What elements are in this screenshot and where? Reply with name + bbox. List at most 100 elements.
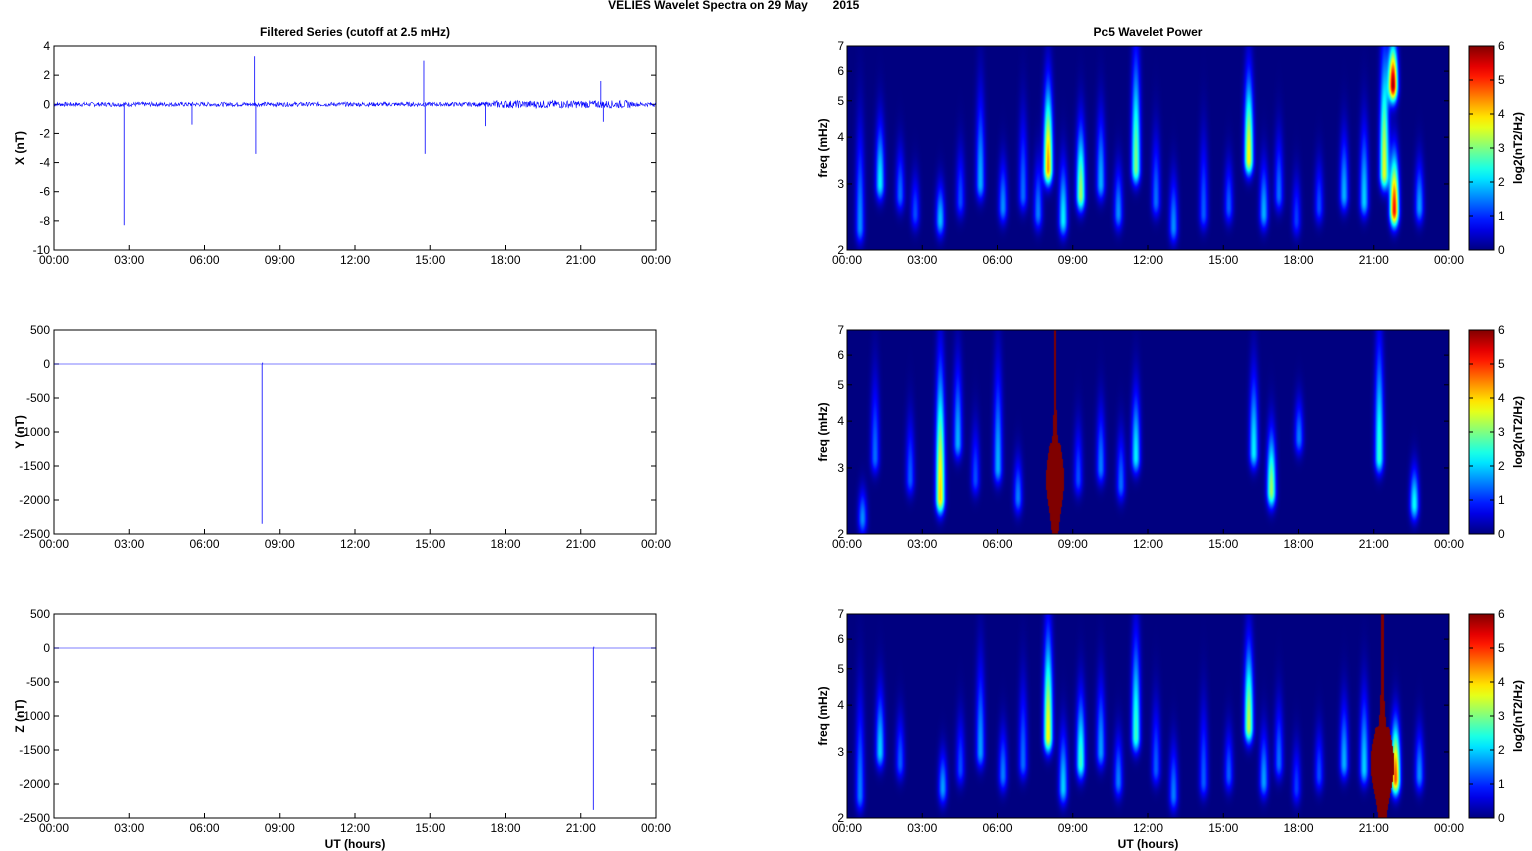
wavelet-power-image [847, 46, 1449, 250]
y-tick-label: -1500 [19, 743, 50, 757]
x-tick-label: 00:00 [832, 821, 862, 835]
x-tick-label: 06:00 [189, 821, 219, 835]
x-tick-label: 03:00 [907, 253, 937, 267]
colorbar-tick-label: 3 [1498, 425, 1505, 439]
x-tick-label: 15:00 [415, 253, 445, 267]
colorbar-tick-label: 4 [1498, 391, 1505, 405]
colorbar-tick-label: 4 [1498, 107, 1505, 121]
colorbar-tick-label: 1 [1498, 777, 1505, 791]
y-tick-label: -500 [26, 675, 50, 689]
y-tick-label: -500 [26, 391, 50, 405]
y-tick-label: 2 [837, 243, 844, 257]
y-axis-label: freq (mHz) [816, 118, 830, 177]
colorbar-label: log2(nT2/Hz) [1511, 112, 1525, 184]
x-tick-label: 03:00 [114, 253, 144, 267]
colorbar-tick-label: 5 [1498, 641, 1505, 655]
colorbar-tick-label: 0 [1498, 811, 1505, 825]
y-tick-label: 2 [837, 527, 844, 541]
x-tick-label: 21:00 [566, 253, 596, 267]
y-tick-label: -2000 [19, 493, 50, 507]
x-tick-label: 18:00 [490, 821, 520, 835]
colorbar-tick-label: 4 [1498, 675, 1505, 689]
colorbar-tick-label: 5 [1498, 357, 1505, 371]
y-tick-label: 4 [43, 39, 50, 53]
wavelet-power-image [847, 614, 1449, 818]
y-tick-label: -2500 [19, 811, 50, 825]
y-tick-label: -6 [39, 185, 50, 199]
x-tick-label: 18:00 [490, 537, 520, 551]
colorbar-tick-label: 2 [1498, 459, 1505, 473]
y-tick-label: 4 [837, 414, 844, 428]
x-tick-label: 12:00 [340, 537, 370, 551]
colorbar [1468, 329, 1495, 535]
y-tick-label: 7 [837, 39, 844, 53]
x-tick-label: 21:00 [566, 537, 596, 551]
x-tick-label: 00:00 [641, 821, 671, 835]
x-component-plot: 420-2-4-6-8-1000:00 03:00 06:00 09:00 12:00 1… [13, 25, 671, 267]
x-tick-label: 00:00 [39, 253, 69, 267]
colorbar-tick-label: 3 [1498, 709, 1505, 723]
y-axis-label: freq (mHz) [816, 686, 830, 745]
y-tick-label: 0 [43, 641, 50, 655]
colorbar-tick-label: 6 [1498, 607, 1505, 621]
x-tick-label: 12:00 [1133, 253, 1163, 267]
x-tick-label: 12:00 [340, 821, 370, 835]
figure-title-left: VELIES Wavelet Spectra on 29 May [608, 0, 808, 12]
x-tick-label: 18:00 [1283, 821, 1313, 835]
y-tick-label: -1000 [19, 709, 50, 723]
colorbar [1468, 45, 1495, 251]
y-tick-label: -10 [33, 243, 51, 257]
x-tick-label: 21:00 [566, 821, 596, 835]
y-tick-label: 0 [43, 357, 50, 371]
x-tick-label: 09:00 [1058, 537, 1088, 551]
x-tick-label: 15:00 [1208, 821, 1238, 835]
y-tick-label: 7 [837, 607, 844, 621]
y-tick-label: 3 [837, 745, 844, 759]
x-tick-label: 00:00 [1434, 821, 1464, 835]
colorbar-tick-label: 1 [1498, 493, 1505, 507]
y-tick-label: 5 [837, 94, 844, 108]
x-tick-label: 03:00 [114, 537, 144, 551]
y-axis-label: freq (mHz) [816, 402, 830, 461]
panel-title: Filtered Series (cutoff at 2.5 mHz) [260, 25, 450, 39]
y-tick-label: 6 [837, 64, 844, 78]
x-tick-label: 12:00 [340, 253, 370, 267]
x-tick-label: 00:00 [641, 253, 671, 267]
y-tick-label: 2 [837, 811, 844, 825]
x-tick-label: 06:00 [189, 253, 219, 267]
y-tick-label: -2000 [19, 777, 50, 791]
y-tick-label: 500 [30, 323, 50, 337]
x-tick-label: 18:00 [1283, 537, 1313, 551]
wavelet-power-image [847, 330, 1449, 534]
colorbar-tick-label: 2 [1498, 175, 1505, 189]
y-tick-label: 5 [837, 378, 844, 392]
x-tick-label: 00:00 [641, 537, 671, 551]
x-tick-label: 09:00 [1058, 821, 1088, 835]
panel-title: Pc5 Wavelet Power [1094, 25, 1203, 39]
x-tick-label: 00:00 [39, 821, 69, 835]
x-tick-label: 00:00 [832, 253, 862, 267]
y-axis-label: Y (nT) [13, 415, 27, 449]
x-tick-label: 15:00 [415, 537, 445, 551]
y-tick-label: 3 [837, 177, 844, 191]
plot-area [53, 45, 657, 251]
x-tick-label: 09:00 [265, 253, 295, 267]
y-tick-label: -1500 [19, 459, 50, 473]
x-tick-label: 00:00 [1434, 537, 1464, 551]
y-tick-label: 6 [837, 632, 844, 646]
colorbar-tick-label: 0 [1498, 527, 1505, 541]
x-tick-label: 06:00 [982, 537, 1012, 551]
y-tick-label: 4 [837, 130, 844, 144]
x-tick-label: 03:00 [114, 821, 144, 835]
y-tick-label: 7 [837, 323, 844, 337]
series-line [53, 99, 657, 110]
x-tick-label: 00:00 [39, 537, 69, 551]
colorbar-label: log2(nT2/Hz) [1511, 396, 1525, 468]
colorbar-label: log2(nT2/Hz) [1511, 680, 1525, 752]
